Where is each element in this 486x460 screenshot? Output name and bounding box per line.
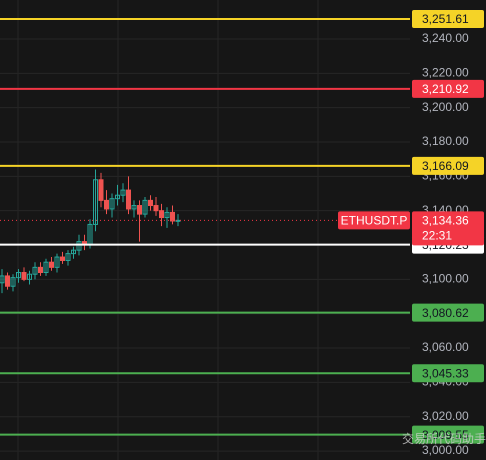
last-price-label: 3,134.36 <box>422 214 469 228</box>
y-tick-label: 3,200.00 <box>422 100 469 114</box>
candle-body <box>148 199 153 207</box>
candle-body <box>98 179 104 201</box>
level-badge <box>412 425 484 444</box>
candle-body <box>131 205 137 210</box>
candle-body <box>115 194 120 200</box>
candle-body <box>38 266 43 273</box>
candle-body <box>65 253 71 261</box>
watermark: 交易所代码助手 <box>402 431 486 446</box>
last-price-badge <box>412 211 484 246</box>
candle-body <box>54 256 60 268</box>
level-label: 3,080.62 <box>422 306 469 320</box>
candle-body <box>49 261 54 268</box>
vertical-grid <box>17 0 319 460</box>
countdown-label: 22:31 <box>422 229 452 243</box>
candle-body <box>120 189 126 196</box>
candle-body <box>0 275 5 284</box>
candle-body <box>109 198 115 210</box>
level-badge <box>412 303 484 322</box>
level-badge <box>412 10 484 29</box>
symbol-badge <box>338 211 410 230</box>
candle-body <box>76 241 82 251</box>
candle-body <box>32 266 38 275</box>
level-badge <box>412 156 484 175</box>
symbol-label: ETHUSDT.P <box>341 214 408 228</box>
candle-body <box>137 205 142 215</box>
y-tick-label: 3,000.00 <box>422 443 469 457</box>
y-tick-label: 3,220.00 <box>422 65 469 79</box>
candle-body <box>43 261 49 273</box>
level-label: 3,210.92 <box>422 82 469 96</box>
candle-body <box>5 275 10 287</box>
y-tick-label: 3,180.00 <box>422 134 469 148</box>
candle-body <box>21 271 27 280</box>
y-tick-label: 3,020.00 <box>422 409 469 423</box>
candle-body <box>71 249 76 255</box>
level-label: 3,166.09 <box>422 159 469 173</box>
y-tick-label: 3,060.00 <box>422 340 469 354</box>
level-badge <box>412 79 484 98</box>
level-label: 3,009.55 <box>422 428 469 442</box>
candle-body <box>153 205 159 212</box>
y-tick-label: 3,240.00 <box>422 31 469 45</box>
candle-body <box>10 277 16 287</box>
level-label: 3,045.33 <box>422 366 469 380</box>
candle-body <box>126 189 131 210</box>
candle-body <box>164 211 170 219</box>
candle-body <box>16 271 21 279</box>
level-badge <box>412 364 484 383</box>
candle-body <box>104 199 109 210</box>
candle-body <box>60 256 65 261</box>
candle-body <box>159 210 164 219</box>
candle-body <box>93 179 98 225</box>
candle-body <box>170 211 175 222</box>
candle-body <box>27 273 32 280</box>
candle-body <box>142 199 148 215</box>
y-tick-label: 3,100.00 <box>422 272 469 286</box>
level-label: 3,251.61 <box>422 12 469 26</box>
